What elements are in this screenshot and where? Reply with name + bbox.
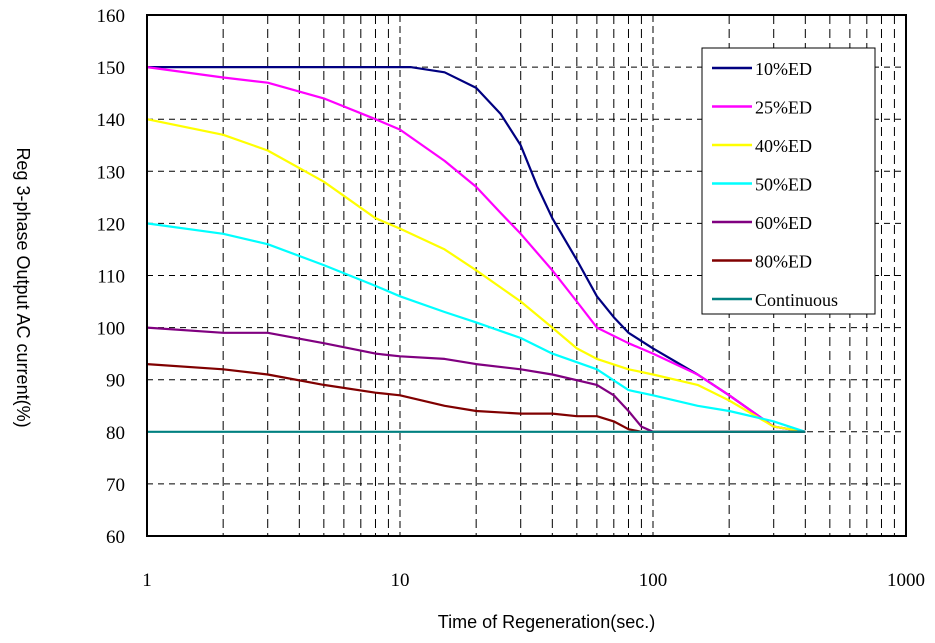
- series-line: [146, 222, 806, 433]
- y-axis-ticks: 60 70 80 90 100 110 120 130 140 150 160: [97, 6, 126, 548]
- legend: 10%ED 25%ED 40%ED 50%ED 60%ED 80%ED Continuous: [701, 47, 876, 315]
- y-tick-label: 80: [106, 423, 125, 444]
- x-tick-label: 10: [391, 570, 410, 591]
- x-tick-label: 100: [639, 570, 668, 591]
- x-axis-ticks: 1 10 100 1000: [142, 570, 925, 591]
- y-tick-label: 160: [97, 6, 126, 27]
- legend-label: 80%ED: [755, 252, 812, 272]
- x-tick-label: 1000: [887, 570, 925, 591]
- y-tick-label: 70: [106, 475, 125, 496]
- series-line: [146, 326, 806, 433]
- y-tick-label: 110: [97, 267, 125, 288]
- legend-box: [701, 47, 876, 315]
- y-tick-label: 150: [97, 58, 126, 79]
- series-line: [146, 363, 806, 433]
- series-lines: [146, 65, 806, 433]
- y-tick-label: 140: [97, 110, 126, 131]
- x-tick-label: 1: [142, 570, 152, 591]
- y-tick-label: 100: [97, 319, 126, 340]
- legend-label: 50%ED: [755, 175, 812, 195]
- plot-area: [146, 14, 907, 537]
- y-tick-label: 90: [106, 371, 125, 392]
- legend-label: 25%ED: [755, 98, 812, 118]
- y-tick-label: 120: [97, 214, 126, 235]
- legend-label: 40%ED: [755, 136, 812, 156]
- y-tick-label: 130: [97, 162, 126, 183]
- series-line: [146, 66, 806, 433]
- y-axis-title: Reg 3-phase Output AC current(%): [13, 147, 33, 427]
- y-tick-label: 60: [106, 527, 125, 548]
- x-axis-title: Time of Regeneration(sec.): [438, 612, 655, 632]
- series-line: [146, 118, 806, 433]
- legend-label: Continuous: [755, 290, 838, 310]
- legend-label: 60%ED: [755, 213, 812, 233]
- legend-label: 10%ED: [755, 59, 812, 79]
